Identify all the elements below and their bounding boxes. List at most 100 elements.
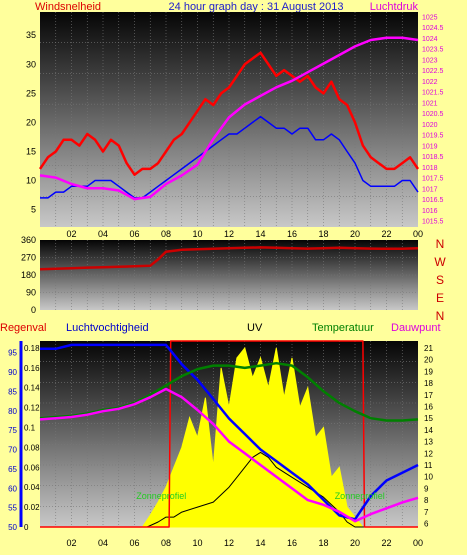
x-tick-label: 12 xyxy=(224,538,234,548)
rain-tick-label: 0.08 xyxy=(24,443,40,452)
multi-x-axis: 02 04 06 08 10 12 14 16 18 20 22 00 xyxy=(66,538,423,548)
pressure-tick-label: 1021.5 xyxy=(422,90,444,97)
compass-label: N xyxy=(436,237,445,251)
temperature-tick-label: 21 xyxy=(424,344,433,353)
pressure-tick-label: 1022 xyxy=(422,79,438,86)
pressure-tick-label: 1023 xyxy=(422,57,438,64)
pressure-tick-label: 1019.5 xyxy=(422,133,444,140)
wind-tick-label: 25 xyxy=(26,88,36,98)
x-tick-label: 10 xyxy=(192,538,202,548)
direction-tick-label: 90 xyxy=(26,288,36,298)
temperature-y-axis: 6 7 8 9 10 11 12 13 14 15 16 17 18 19 20 21 xyxy=(424,344,433,528)
x-tick-label: 16 xyxy=(287,229,297,239)
temperature-tick-label: 11 xyxy=(424,461,433,470)
humidity-tick-label: 95 xyxy=(8,349,17,358)
rain-tick-label: 0.18 xyxy=(24,344,40,353)
x-tick-label: 06 xyxy=(129,229,139,239)
dewpoint-axis-title: Dauwpunt xyxy=(391,322,441,334)
rain-tick-label: 0.04 xyxy=(24,483,40,492)
x-tick-label: 22 xyxy=(381,229,391,239)
pressure-tick-label: 1019 xyxy=(422,143,438,150)
series-pressure xyxy=(39,36,419,201)
direction-tick-label: 0 xyxy=(31,305,36,315)
series-humidity xyxy=(40,343,419,521)
x-tick-label: 12 xyxy=(224,229,234,239)
x-tick-label: 04 xyxy=(98,229,108,239)
humidity-tick-label: 65 xyxy=(8,465,17,474)
series-rain xyxy=(40,340,418,528)
series-gust xyxy=(38,51,420,176)
temperature-tick-label: 19 xyxy=(424,367,433,376)
series-avg xyxy=(40,115,419,199)
pressure-axis-title: Luchtdruk xyxy=(370,1,419,13)
temperature-tick-label: 7 xyxy=(424,508,429,517)
wind-axis-title: Windsnelheid xyxy=(35,1,101,13)
compass-label: E xyxy=(436,291,444,305)
solar-annotations: Zonneprofiel Zonneprofiel xyxy=(136,491,384,501)
pressure-tick-label: 1018.5 xyxy=(422,154,444,161)
temperature-tick-label: 9 xyxy=(424,484,429,493)
humidity-tick-label: 90 xyxy=(8,368,17,377)
x-tick-label: 16 xyxy=(287,538,297,548)
temperature-tick-label: 17 xyxy=(424,391,433,400)
temperature-tick-label: 10 xyxy=(424,473,433,482)
direction-grid xyxy=(40,240,418,310)
wind-tick-label: 35 xyxy=(26,30,36,40)
solar-annotation: Zonneprofiel xyxy=(136,491,186,501)
temperature-tick-label: 13 xyxy=(424,438,433,447)
rain-axis-title: Regenval xyxy=(0,322,46,334)
wind-series xyxy=(38,36,420,201)
rain-tick-label: 0.16 xyxy=(24,364,40,373)
pressure-tick-label: 1017 xyxy=(422,186,438,193)
x-tick-label: 04 xyxy=(98,538,108,548)
temperature-tick-label: 20 xyxy=(424,356,433,365)
x-tick-label: 08 xyxy=(161,229,171,239)
x-tick-label: 06 xyxy=(129,538,139,548)
wind-y-axis: 5 10 15 20 25 30 35 xyxy=(26,30,36,214)
direction-y-axis: 0 90 180 270 360 xyxy=(21,235,36,315)
pressure-tick-label: 1025 xyxy=(422,14,438,21)
pressure-tick-label: 1022.5 xyxy=(422,68,444,75)
series-direction xyxy=(39,246,419,271)
direction-series xyxy=(39,246,419,271)
x-tick-label: 18 xyxy=(318,229,328,239)
pressure-tick-label: 1018 xyxy=(422,165,438,172)
x-tick-label: 10 xyxy=(192,229,202,239)
pressure-y-axis: 1015.5 1016 1016.5 1017 1017.5 1018 1018.5 1019… xyxy=(422,14,444,225)
pressure-tick-label: 1023.5 xyxy=(422,47,444,54)
temperature-tick-label: 18 xyxy=(424,379,433,388)
x-tick-label: 00 xyxy=(413,538,423,548)
wind-tick-label: 30 xyxy=(26,59,36,69)
rain-tick-label: 0.1 xyxy=(24,424,36,433)
humidity-tick-label: 75 xyxy=(8,426,17,435)
compass-label: N xyxy=(436,309,445,323)
x-tick-label: 02 xyxy=(66,229,76,239)
pressure-tick-label: 1024 xyxy=(422,36,438,43)
x-tick-label: 18 xyxy=(318,538,328,548)
humidity-tick-label: 50 xyxy=(8,523,17,532)
x-tick-label: 00 xyxy=(413,229,423,239)
multi-left-axes: 50 55 60 65 70 75 80 85 90 95 0 0.02 0.04 0.06 0.08 0.1… xyxy=(8,341,40,532)
pressure-tick-label: 1020 xyxy=(422,122,438,129)
direction-tick-label: 360 xyxy=(21,235,36,245)
compass-label: S xyxy=(436,273,444,287)
rain-tick-label: 0.06 xyxy=(24,463,40,472)
humidity-tick-label: 70 xyxy=(8,446,17,455)
humidity-tick-label: 80 xyxy=(8,407,17,416)
pressure-tick-label: 1015.5 xyxy=(422,219,444,226)
x-tick-label: 14 xyxy=(255,229,265,239)
pressure-tick-label: 1021 xyxy=(422,100,438,107)
wind-x-axis: 02 04 06 08 10 12 14 16 18 20 22 00 xyxy=(66,229,423,239)
series-dewpoint xyxy=(39,387,419,523)
temperature-tick-label: 12 xyxy=(424,449,433,458)
wind-tick-label: 10 xyxy=(26,176,36,186)
humidity-tick-label: 85 xyxy=(8,387,17,396)
humidity-tick-label: 55 xyxy=(8,504,17,513)
temperature-tick-label: 15 xyxy=(424,414,433,423)
multi-series xyxy=(39,340,419,528)
direction-tick-label: 270 xyxy=(21,253,36,263)
temperature-tick-label: 16 xyxy=(424,403,433,412)
humidity-axis-title: Luchtvochtigheid xyxy=(66,322,149,334)
